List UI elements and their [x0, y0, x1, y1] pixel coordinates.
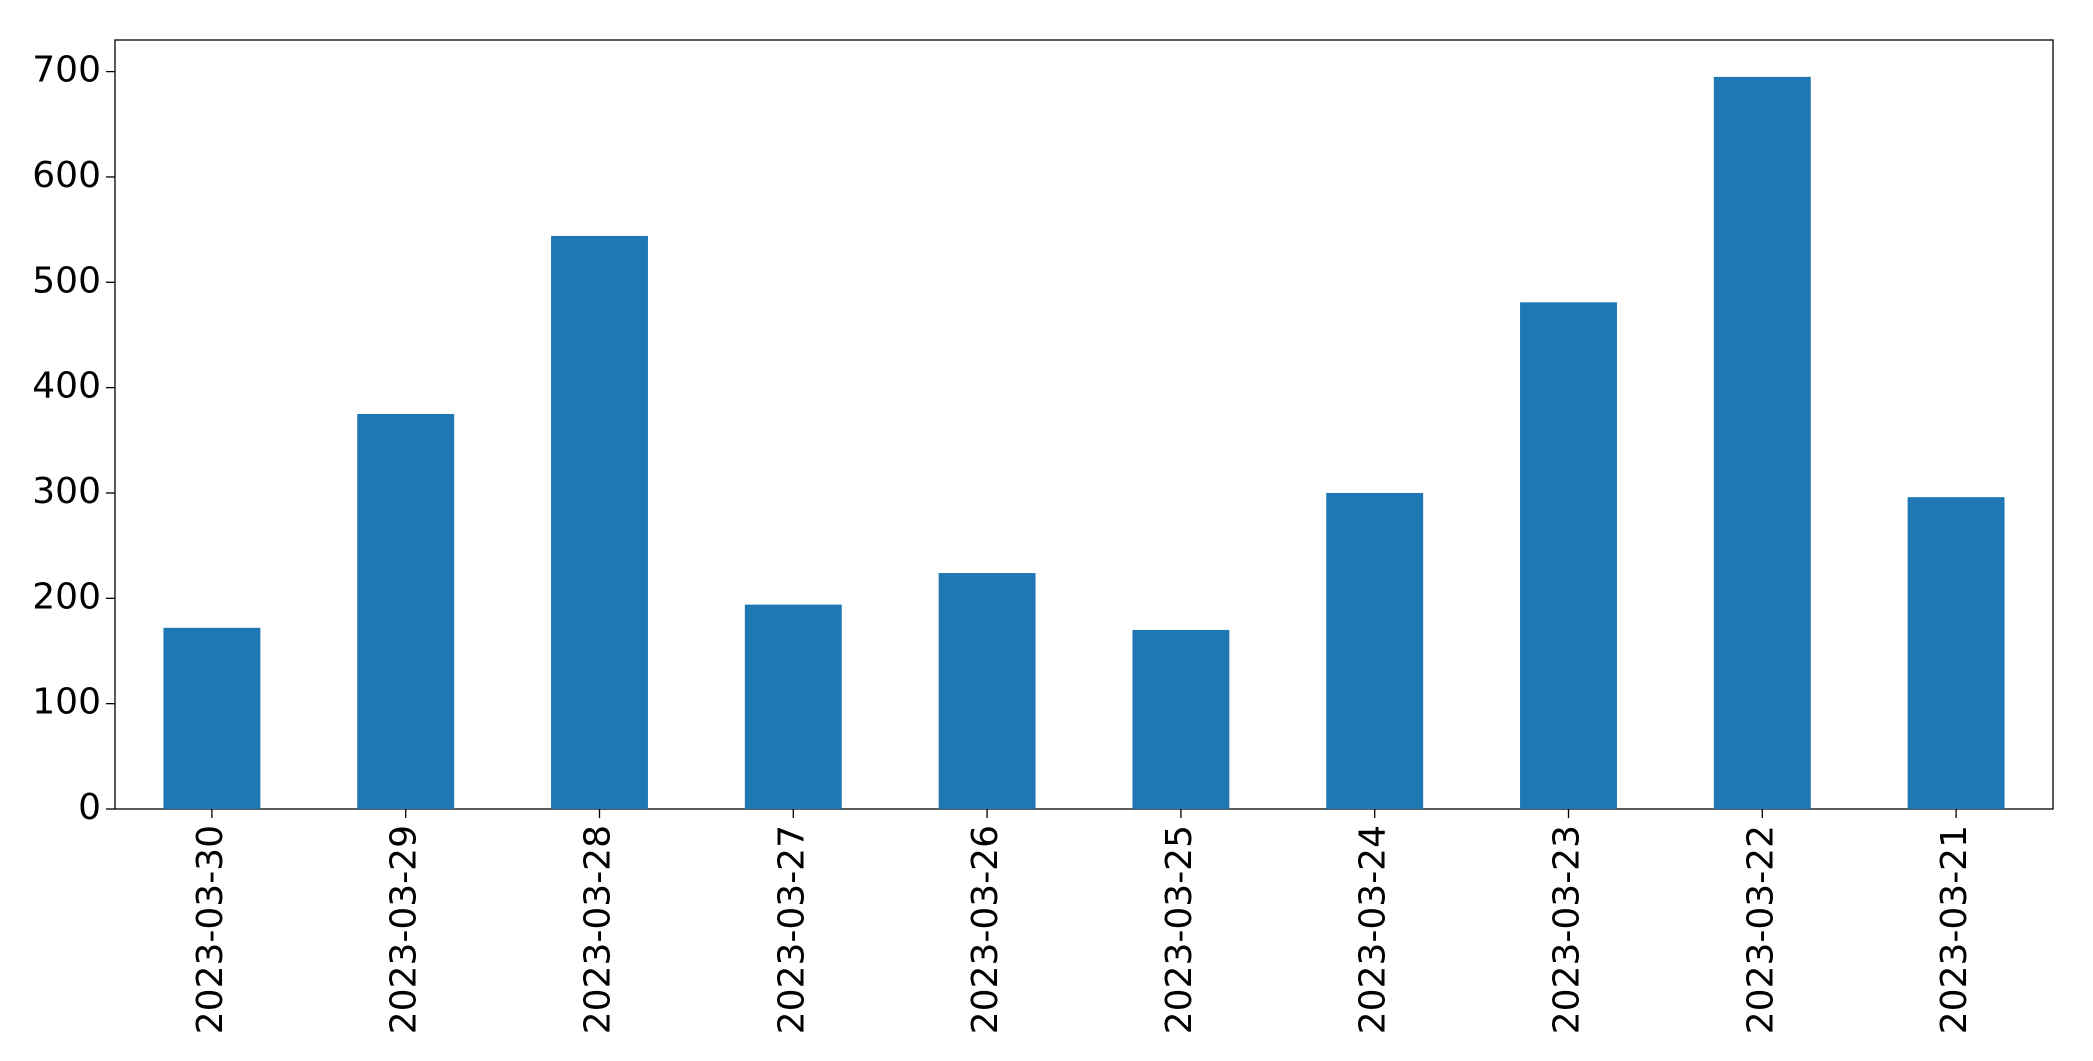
plot-frame: [114, 39, 2054, 810]
bar: [1326, 492, 1424, 809]
bar: [1132, 629, 1230, 809]
x-tick-label: 2023-03-24: [1353, 825, 1394, 1034]
x-tick-label: 2023-03-23: [1547, 825, 1588, 1034]
bar: [357, 413, 455, 809]
y-tick-label: 200: [32, 576, 101, 617]
bar: [1907, 497, 2005, 809]
bar: [1713, 76, 1811, 809]
x-tick-label: 2023-03-21: [1934, 825, 1975, 1034]
x-tick-label: 2023-03-28: [578, 825, 619, 1034]
x-tick-label: 2023-03-26: [965, 825, 1006, 1034]
y-tick-label: 300: [32, 471, 101, 512]
bar: [163, 627, 261, 809]
x-tick-label: 2023-03-22: [1740, 825, 1781, 1034]
y-tick-label: 400: [32, 366, 101, 407]
bar: [744, 604, 842, 809]
y-tick-label: 0: [78, 787, 101, 828]
y-tick-label: 500: [32, 260, 101, 301]
bar: [938, 573, 1036, 809]
y-tick-label: 600: [32, 155, 101, 196]
x-tick-label: 2023-03-27: [771, 825, 812, 1034]
y-tick-label: 100: [32, 682, 101, 723]
x-tick-label: 2023-03-30: [190, 825, 231, 1034]
x-tick-label: 2023-03-25: [1159, 825, 1200, 1034]
bar: [551, 235, 648, 809]
bar: [1520, 302, 1617, 809]
y-tick-label: 700: [32, 50, 101, 91]
x-tick-label: 2023-03-29: [384, 825, 425, 1034]
